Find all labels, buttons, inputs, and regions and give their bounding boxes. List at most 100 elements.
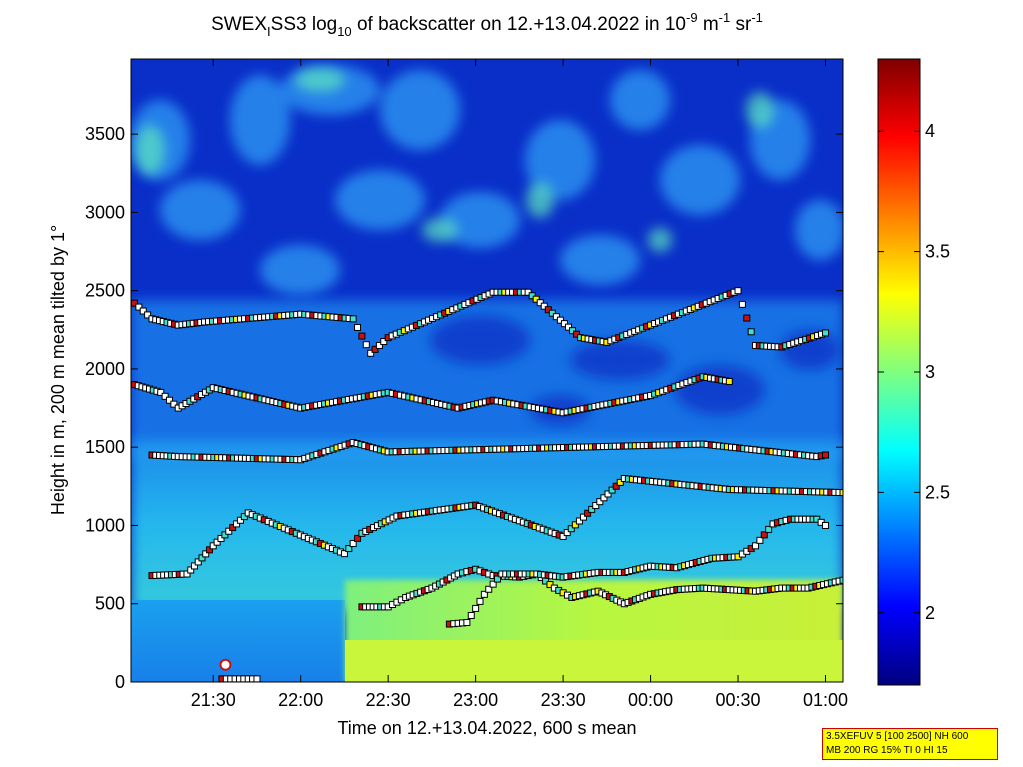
colorbar-tick-label: 2.5 <box>925 482 950 502</box>
layer-marker <box>187 566 195 574</box>
colorbar-tick-label: 4 <box>925 121 935 141</box>
layer-marker <box>340 550 348 558</box>
layer-marker <box>752 542 760 550</box>
layer-marker <box>608 486 616 494</box>
x-tick-label: 21:30 <box>191 690 236 710</box>
layer-marker <box>476 597 484 605</box>
layer-marker <box>584 509 592 517</box>
layer-marker <box>345 545 353 553</box>
layer-marker <box>367 349 375 357</box>
layer-marker <box>240 513 248 521</box>
colorbar-tick-label: 3.5 <box>925 242 950 262</box>
y-tick-label: 500 <box>95 594 125 614</box>
layer-marker <box>362 341 370 349</box>
layer-marker <box>616 478 624 486</box>
layer-marker <box>472 604 480 612</box>
y-tick-label: 1500 <box>85 437 125 457</box>
x-tick-label: 22:00 <box>278 690 323 710</box>
layer-marker <box>183 570 191 578</box>
layer-marker <box>229 524 237 532</box>
layer-marker <box>822 521 830 529</box>
layer-marker <box>822 329 830 337</box>
layer-marker <box>596 498 604 506</box>
layer-marker <box>493 575 501 583</box>
layer-marker <box>380 338 388 346</box>
layer-marker <box>580 513 588 521</box>
layer-marker <box>467 611 475 619</box>
layer-marker <box>463 619 471 627</box>
layer-marker <box>743 314 751 322</box>
x-tick-label: 00:30 <box>716 690 761 710</box>
layer-marker <box>489 580 497 588</box>
layer-marker <box>600 494 608 502</box>
layer-marker <box>839 576 843 584</box>
y-tick-label: 1000 <box>85 515 125 535</box>
layer-marker <box>225 527 233 535</box>
layer-marker <box>205 546 213 554</box>
layer-marker <box>354 323 362 331</box>
layer-marker <box>161 392 169 400</box>
x-axis-label: Time on 12.+13.04.2022, 600 s mean <box>337 718 636 738</box>
layer-marker <box>571 521 579 529</box>
y-axis: 0 500 1000 1500 2000 2500 3000 3500 <box>85 124 843 692</box>
y-tick-label: 2500 <box>85 281 125 301</box>
plot-frame <box>130 58 844 683</box>
x-tick-label: 22:30 <box>366 690 411 710</box>
layer-marker <box>253 675 261 682</box>
layer-marker <box>760 531 768 539</box>
layer-marker <box>190 562 198 570</box>
layer-marker <box>213 538 221 546</box>
layer-marker <box>575 517 583 525</box>
layer-marker <box>592 502 600 510</box>
layer-marker <box>221 531 229 539</box>
layer-marker <box>612 482 620 490</box>
circle-marker <box>219 658 232 671</box>
layer-marker <box>485 585 493 593</box>
layer-marker <box>349 315 357 323</box>
info-line-1: 3.5XEFUV 5 [100 2500] NH 600 <box>826 731 969 742</box>
layer-marker <box>747 328 755 336</box>
y-tick-label: 0 <box>115 672 125 692</box>
layer-marker <box>358 332 366 340</box>
layer-marker <box>198 554 206 562</box>
layer-marker <box>738 300 746 308</box>
layer-marker <box>563 529 571 537</box>
layer-marker <box>202 550 210 558</box>
layer-marker <box>588 505 596 513</box>
x-tick-label: 00:00 <box>628 690 673 710</box>
colorbar <box>877 58 921 686</box>
layer-marker <box>756 536 764 544</box>
layer-marker <box>217 535 225 543</box>
layer-marker <box>144 311 152 319</box>
layer-marker <box>354 534 362 542</box>
layer-marker <box>139 307 147 315</box>
layer-marker <box>165 396 173 404</box>
layer-marker <box>236 516 244 524</box>
layer-marker <box>371 345 379 353</box>
layer-marker <box>765 525 773 533</box>
layer-marker <box>604 490 612 498</box>
y-tick-label: 3500 <box>85 124 125 144</box>
y-tick-label: 3000 <box>85 202 125 222</box>
x-tick-label: 01:00 <box>803 690 848 710</box>
layer-marker <box>209 542 217 550</box>
layer-marker <box>349 539 357 547</box>
x-tick-label: 23:30 <box>541 690 586 710</box>
colorbar-tick-label: 3 <box>925 362 935 382</box>
processing-info-box: 3.5XEFUV 5 [100 2500] NH 600 MB 200 RG 1… <box>822 728 998 760</box>
colorbar-axis: 2 2.5 3 3.5 4 <box>878 121 950 623</box>
layer-marker <box>157 388 165 396</box>
y-axis-label: Height in m, 200 m mean tilted by 1° <box>48 225 68 515</box>
colorbar-tick-label: 2 <box>925 603 935 623</box>
layer-marker <box>725 377 733 385</box>
layer-marker <box>567 525 575 533</box>
layer-marker <box>375 341 383 349</box>
x-axis: 21:30 22:00 22:30 23:00 23:30 00:00 00:30 01:00 <box>191 59 848 710</box>
layer-marker <box>546 581 554 589</box>
x-tick-label: 23:00 <box>453 690 498 710</box>
chart-title: SWEXISS3 log10 of backscatter on 12.+13.… <box>211 10 763 39</box>
info-line-2: MB 200 RG 15% TI 0 HI 15 <box>826 745 948 756</box>
layer-height-markers <box>131 287 843 682</box>
layer-marker <box>559 532 567 540</box>
